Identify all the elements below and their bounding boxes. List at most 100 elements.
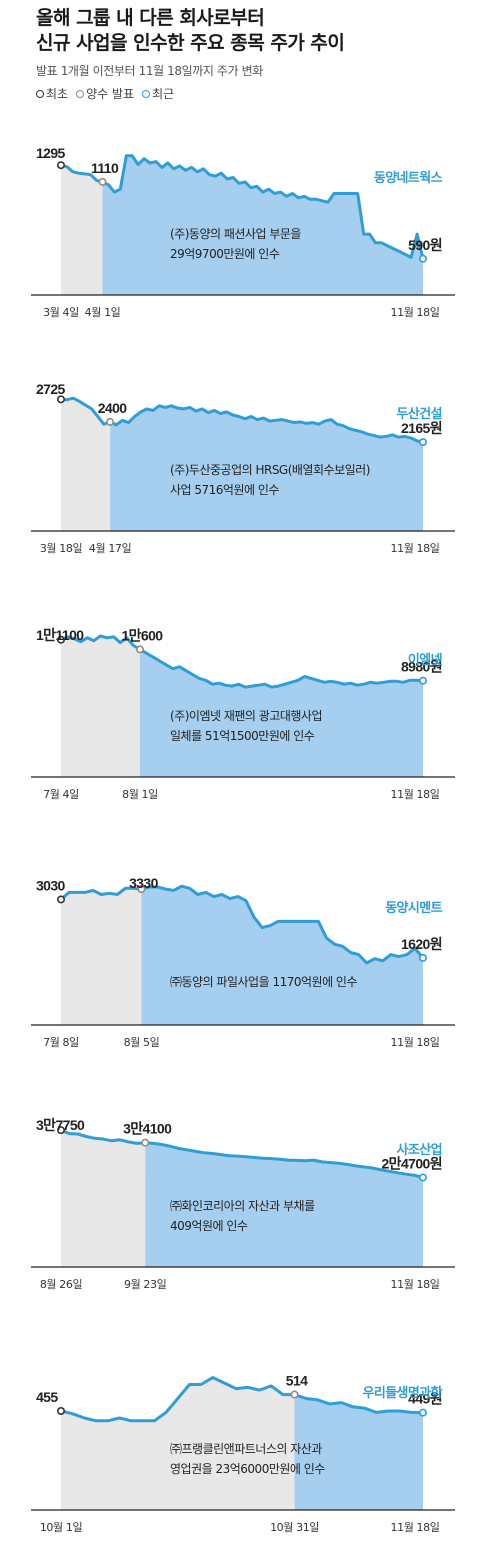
recent-point <box>418 254 427 263</box>
announce-point <box>137 885 146 894</box>
recent-point <box>418 438 427 447</box>
announce-point <box>290 1390 299 1399</box>
price-line <box>59 154 425 261</box>
start-point <box>56 395 65 404</box>
subtitle: 발표 1개월 이전부터 11월 18일까지 주가 변화 <box>36 64 263 78</box>
price-line <box>59 634 425 689</box>
area-after-announce <box>145 1142 424 1267</box>
note-line: ㈜동양의 파일사업을 1170억원에 인수 <box>170 975 357 989</box>
page-title: 올해 그룹 내 다른 회사로부터 신규 사업을 인수한 주요 종목 주가 추이 <box>36 7 345 54</box>
price-line <box>59 1128 425 1179</box>
recent-point <box>418 1408 427 1417</box>
x-tick-label: 11월 18일 <box>391 1520 440 1534</box>
note-line: 사업 5716억원에 인수 <box>170 483 279 497</box>
recent-point <box>418 953 427 962</box>
announce-value-label: 1만600 <box>121 627 163 643</box>
recent-value-label: 449원 <box>408 1391 442 1407</box>
legend-item-recent: 최근 <box>142 85 174 102</box>
x-tick-label: 3월 18일 <box>40 541 83 555</box>
price-line <box>59 396 425 444</box>
start-value-label: 1295 <box>36 145 66 161</box>
x-tick-label: 11월 18일 <box>391 1035 440 1049</box>
chart-panel-4: 3030 3330 1620원 동양시멘트 ㈜동양의 파일사업을 1170억원에 인수 7… <box>31 875 455 1049</box>
company-name: 우리들생명과학 <box>362 1385 442 1401</box>
start-point <box>56 161 65 170</box>
announce-value-label: 514 <box>286 1373 308 1389</box>
announce-point <box>141 1138 150 1147</box>
note-line: (주)두산중공업의 HRSG(배열회수보일러) <box>170 463 370 477</box>
legend-label-recent: 최근 <box>152 87 175 101</box>
header: 올해 그룹 내 다른 회사로부터 신규 사업을 인수한 주요 종목 주가 추이 … <box>36 6 470 102</box>
area-before-announce <box>61 398 111 531</box>
start-value-label: 1만1100 <box>36 627 84 643</box>
announce-point <box>106 417 115 426</box>
note-line: (주)동양의 패션사업 부문을 <box>170 227 301 241</box>
note-line: 409억원에 인수 <box>170 1219 248 1233</box>
recent-value-label: 1620원 <box>401 936 442 952</box>
x-tick-label: 11월 18일 <box>391 1277 440 1291</box>
area-after-announce <box>139 649 423 777</box>
announce-value-label: 2400 <box>98 400 128 416</box>
start-point <box>56 635 65 644</box>
announce-value-label: 1110 <box>91 160 119 176</box>
announce-value-label: 3330 <box>129 875 159 891</box>
area-before-announce <box>61 1130 146 1267</box>
note-line: (주)이엠넷 재팬의 광고대행사업 <box>170 708 322 723</box>
x-tick-label: 8월 1일 <box>122 787 158 801</box>
company-name: 사조산업 <box>397 1142 442 1158</box>
x-tick-label: 4월 17일 <box>89 541 132 555</box>
legend-item-announce: 양수 발표 <box>76 85 134 102</box>
announce-point <box>98 177 107 186</box>
company-name: 이엠넷 <box>408 652 443 668</box>
start-value-label: 3030 <box>36 877 66 893</box>
start-point <box>56 1407 65 1416</box>
announce-point <box>135 645 144 654</box>
start-point <box>56 895 65 904</box>
x-tick-label: 9월 23일 <box>124 1277 167 1291</box>
price-line <box>59 1376 425 1423</box>
area-before-announce <box>61 1377 295 1510</box>
start-dot-icon <box>36 89 44 98</box>
recent-dot-icon <box>142 89 151 98</box>
announce-dot-icon <box>76 89 85 98</box>
x-tick-label: 11월 18일 <box>391 541 440 555</box>
area-before-announce <box>61 165 103 295</box>
area-after-announce <box>102 155 423 295</box>
recent-point <box>418 1173 427 1182</box>
note-line: 29억9700만원에 인수 <box>170 247 280 261</box>
start-value-label: 3만7750 <box>36 1117 85 1133</box>
x-tick-label: 11월 18일 <box>391 305 440 319</box>
price-line <box>59 884 425 965</box>
chart-panel-1: 1295 1110 590원 동양네트웍스 (주)동양의 패션사업 부문을 29억9700… <box>31 145 455 319</box>
area-after-announce <box>294 1394 423 1510</box>
x-tick-label: 3월 4일 <box>43 305 79 319</box>
x-tick-label: 7월 8일 <box>43 1035 79 1049</box>
x-tick-label: 8월 5일 <box>124 1035 160 1049</box>
start-point <box>56 1126 65 1135</box>
legend: 최초 양수 발표 최근 <box>36 85 470 102</box>
note-line: ㈜프랭클린앤파트너스의 자산과 <box>170 1442 322 1456</box>
announce-value-label: 3만4100 <box>123 1121 172 1137</box>
recent-value-label: 2만4700원 <box>382 1155 443 1171</box>
x-tick-label: 4월 1일 <box>85 305 121 319</box>
x-tick-label: 10월 31일 <box>270 1520 319 1534</box>
start-value-label: 455 <box>36 1389 58 1405</box>
note-line: 영업권을 23억6000만원에 인수 <box>170 1462 325 1476</box>
start-value-label: 2725 <box>36 381 66 397</box>
recent-point <box>418 676 427 685</box>
recent-value-label: 590원 <box>408 237 442 253</box>
recent-value-label: 8980원 <box>401 659 442 675</box>
area-after-announce <box>110 405 423 531</box>
legend-label-announce: 양수 발표 <box>86 87 135 101</box>
x-tick-label: 10월 1일 <box>40 1520 83 1534</box>
x-tick-label: 8월 26일 <box>40 1277 83 1291</box>
company-name: 두산건설 <box>397 406 443 422</box>
x-tick-label: 11월 18일 <box>391 787 440 801</box>
company-name: 동양시멘트 <box>385 900 442 916</box>
recent-value-label: 2165원 <box>401 420 442 436</box>
x-tick-label: 7월 4일 <box>43 787 79 801</box>
area-before-announce <box>61 635 140 777</box>
